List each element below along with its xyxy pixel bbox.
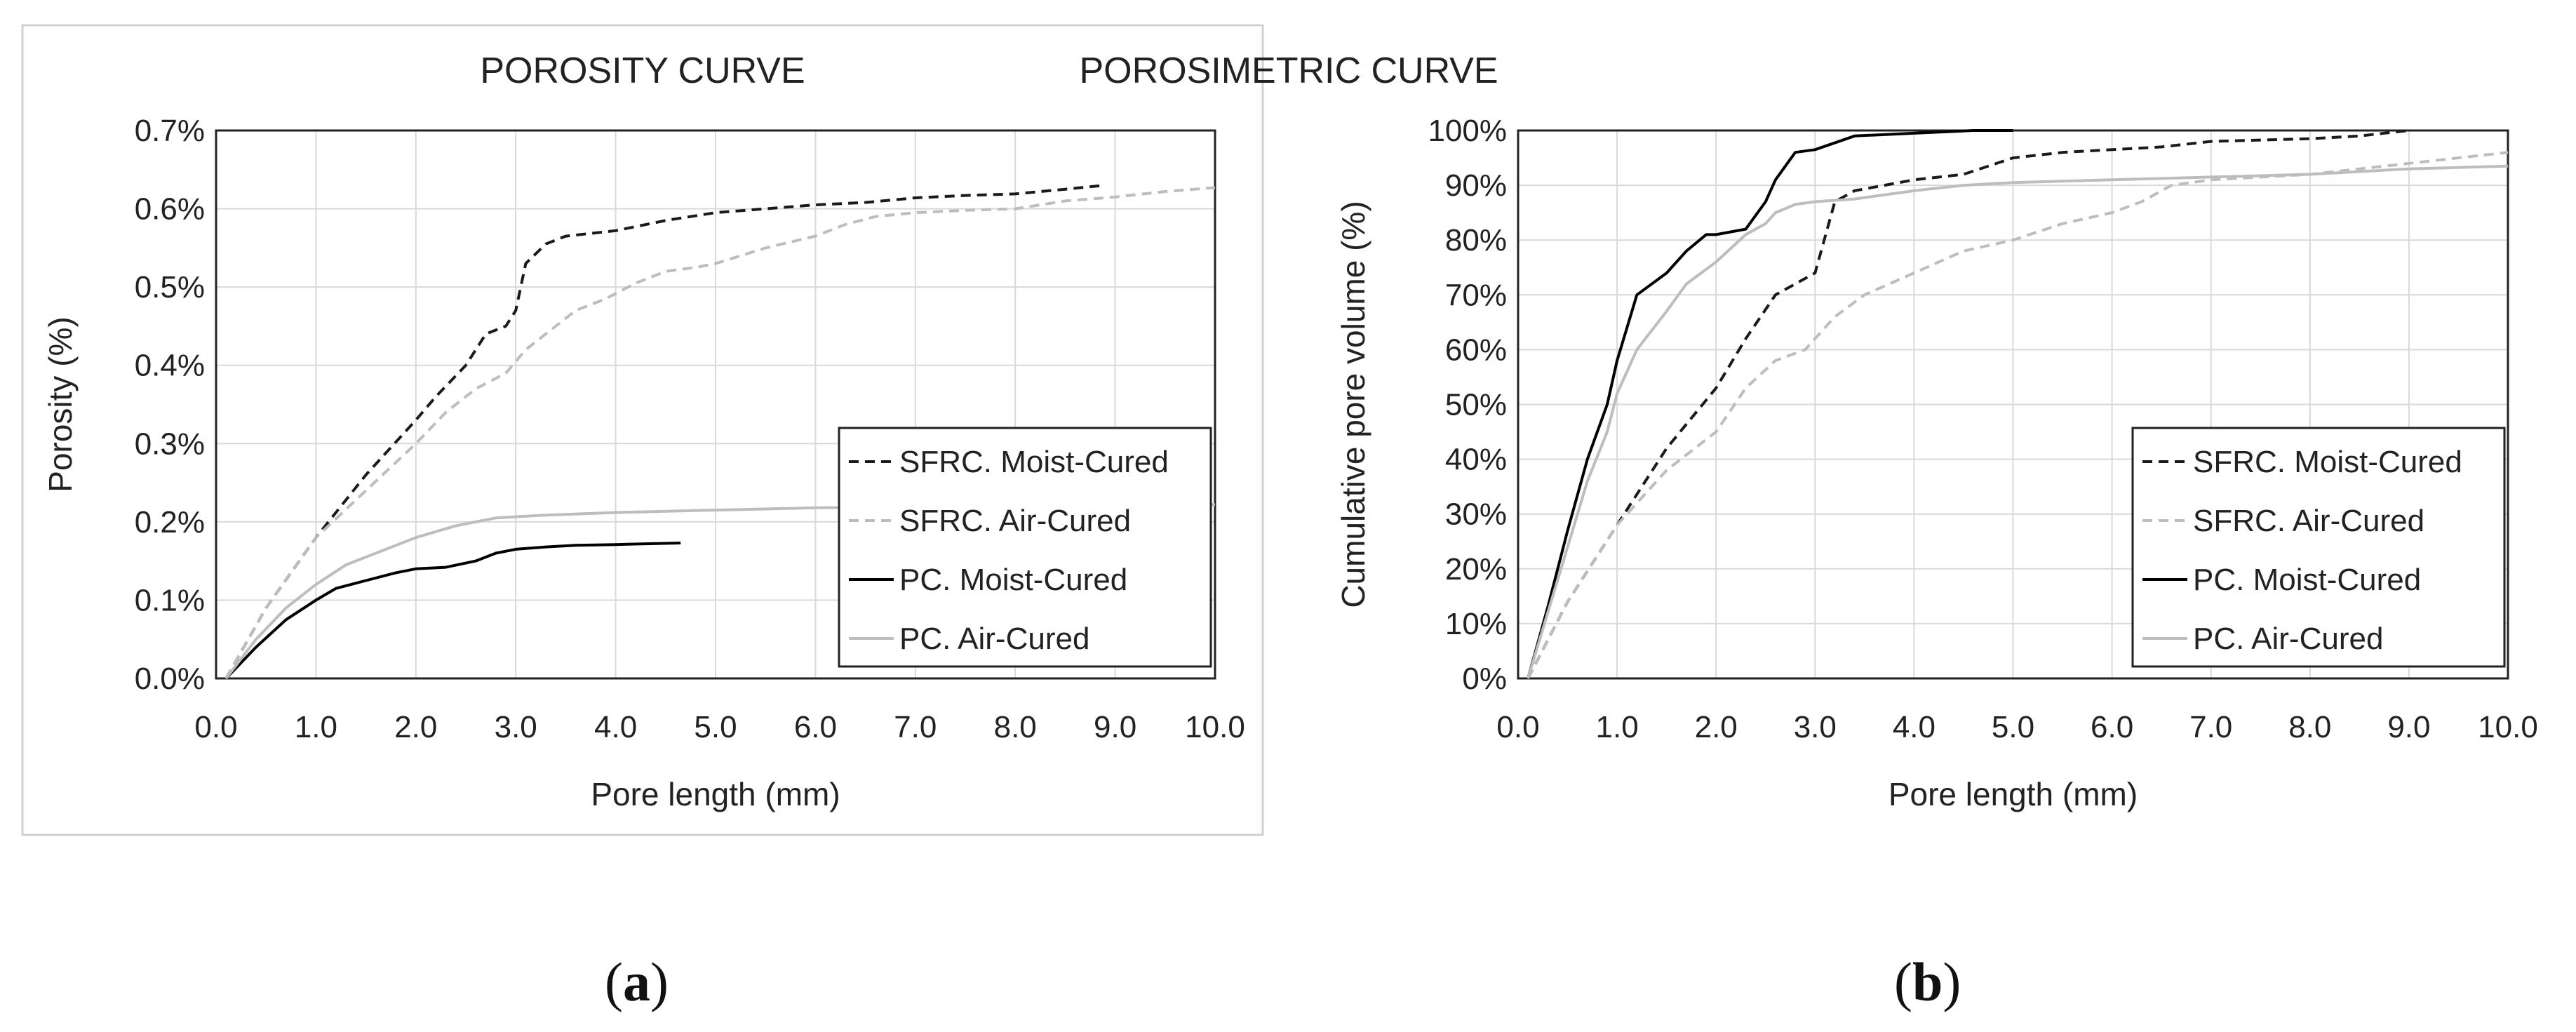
legend-entry: SFRC. Air-Cured	[2193, 504, 2424, 538]
series-line-sfrc-moist-cured	[224, 184, 1106, 679]
series-line-sfrc-air-cured	[1527, 151, 2509, 679]
legend: SFRC. Moist-Cured SFRC. Air-Cured PC. Mois…	[2131, 427, 2506, 668]
y-tick-label: 50%	[1445, 388, 1507, 422]
y-tick-label: 30%	[1445, 497, 1507, 532]
x-tick-label: 2.0	[394, 710, 437, 744]
x-tick-label: 2.0	[1695, 710, 1738, 744]
panel-label-b-text: b	[1912, 951, 1943, 1012]
y-tick-label: 100%	[1428, 114, 1507, 148]
chart-title: POROSIMETRIC CURVE	[1079, 51, 1498, 91]
legend-entry: SFRC. Moist-Cured	[2193, 445, 2462, 479]
y-tick-label: 0.1%	[135, 583, 205, 617]
x-tick-label: 9.0	[2387, 710, 2430, 744]
series-line-sfrc-moist-cured	[1527, 129, 2410, 679]
x-tick-label: 5.0	[1992, 710, 2034, 744]
y-tick-label: 80%	[1445, 223, 1507, 257]
series-line-pc-moist-cured	[1527, 129, 2013, 679]
y-tick-label: 0.6%	[135, 192, 205, 227]
legend-entry: SFRC. Air-Cured	[899, 504, 1131, 538]
y-tick-label: 10%	[1445, 607, 1507, 641]
y-tick-label: 60%	[1445, 333, 1507, 367]
x-tick-label: 10.0	[1185, 710, 1245, 744]
y-tick-label: 0.7%	[135, 114, 205, 148]
y-tick-label: 0.3%	[135, 427, 205, 461]
legend-entry: PC. Moist-Cured	[899, 563, 1127, 597]
x-tick-label: 10.0	[2478, 710, 2538, 744]
x-axis-label: Pore length (mm)	[1889, 776, 2138, 812]
y-tick-label: 0.4%	[135, 349, 205, 383]
x-tick-label: 6.0	[794, 710, 837, 744]
x-tick-label: 3.0	[1794, 710, 1837, 744]
x-axis-label: Pore length (mm)	[591, 776, 840, 812]
series-line-pc-moist-cured	[224, 542, 681, 680]
series-line-sfrc-air-cured	[224, 186, 1216, 679]
legend-box	[838, 427, 1212, 668]
legend-box	[2131, 427, 2506, 668]
x-tick-label: 0.0	[1496, 710, 1539, 744]
x-tick-label: 3.0	[495, 710, 537, 744]
y-tick-label: 90%	[1445, 168, 1507, 203]
y-tick-label: 20%	[1445, 552, 1507, 587]
legend-entry: PC. Air-Cured	[899, 622, 1089, 656]
x-tick-label: 5.0	[694, 710, 737, 744]
x-tick-label: 4.0	[1893, 710, 1936, 744]
legend-entry: SFRC. Moist-Cured	[899, 445, 1169, 479]
y-tick-label: 0.2%	[135, 505, 205, 540]
y-axis-label: Porosity (%)	[42, 316, 79, 492]
y-tick-label: 0.0%	[135, 662, 205, 696]
chart-title: POROSITY CURVE	[480, 51, 805, 91]
y-tick-label: 70%	[1445, 278, 1507, 312]
y-tick-label: 40%	[1445, 443, 1507, 477]
y-tick-label: 0.5%	[135, 270, 205, 304]
panel-label-a-text: a	[622, 951, 650, 1012]
legend: SFRC. Moist-Cured SFRC. Air-Cured PC. Mois…	[838, 427, 1212, 668]
y-tick-label: 0%	[1462, 662, 1507, 696]
series-line-pc-air-cured	[1527, 164, 2509, 679]
x-tick-label: 9.0	[1094, 710, 1136, 744]
plot-area-border	[215, 129, 1216, 680]
x-tick-label: 0.0	[194, 710, 237, 744]
chart-porosimetric: POROSIMETRIC CURVE 0.0 1.0 2.0 3.0 4.0 5.0 6.0 7…	[1079, 51, 2537, 812]
x-tick-label: 1.0	[295, 710, 337, 744]
x-tick-label: 7.0	[894, 710, 937, 744]
panel-label-a: (a)	[605, 951, 669, 1012]
x-tick-label: 8.0	[994, 710, 1037, 744]
x-tick-label: 4.0	[594, 710, 637, 744]
x-tick-label: 6.0	[2091, 710, 2133, 744]
x-tick-label: 8.0	[2288, 710, 2331, 744]
panel-label-b: (b)	[1894, 951, 1961, 1012]
x-tick-label: 1.0	[1596, 710, 1639, 744]
y-axis-label: Cumulative pore volume (%)	[1335, 201, 1371, 608]
legend-entry: PC. Air-Cured	[2193, 622, 2383, 656]
chart-porosity: POROSITY CURVE 0.0 1.0 2.0 3.0 4.0 5.0 6.0 7.0 8.…	[21, 24, 1264, 836]
x-tick-label: 7.0	[2189, 710, 2232, 744]
legend-entry: PC. Moist-Cured	[2193, 563, 2421, 597]
